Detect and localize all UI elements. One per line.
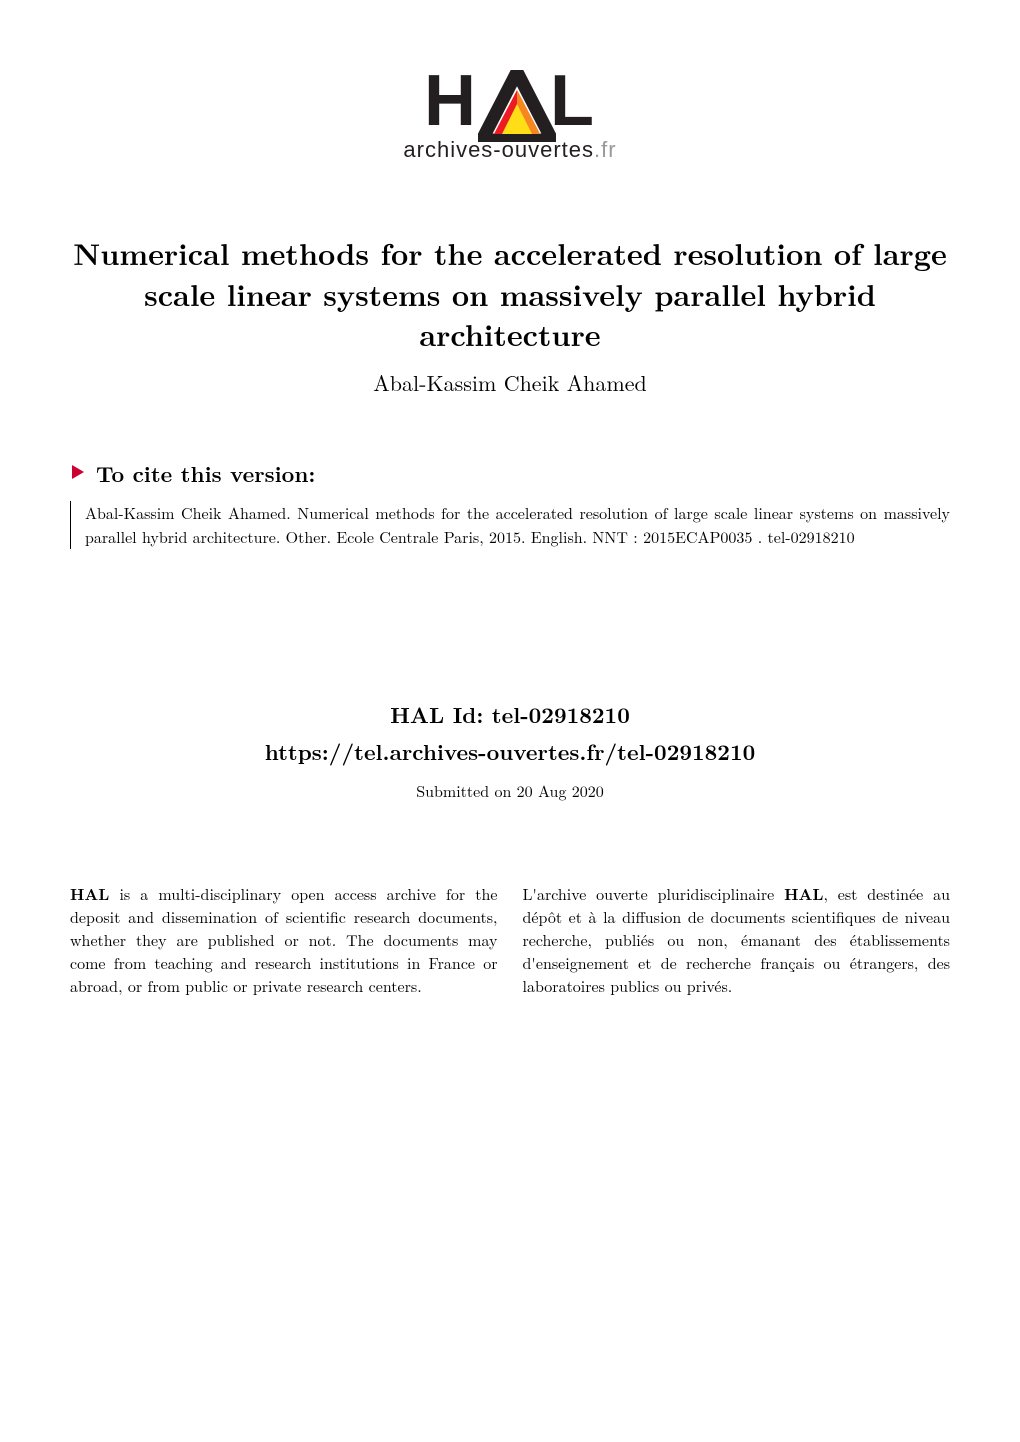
citation-label: To cite this version: — [96, 458, 315, 489]
desc-fr-prefix: L'archive ouverte pluridisciplinaire — [523, 882, 785, 905]
desc-en-text: is a multi-disciplinary open access arch… — [70, 882, 498, 998]
description-section: HAL is a multi-disciplinary open access … — [0, 822, 1020, 1038]
logo-triangle-a-icon — [478, 70, 550, 142]
description-english: HAL is a multi-disciplinary open access … — [70, 882, 498, 998]
logo-letter-l: L — [550, 61, 596, 141]
citation-body: Abal-Kassim Cheik Ahamed. Numerical meth… — [70, 501, 950, 549]
paper-title: Numerical methods for the accelerated re… — [70, 233, 950, 355]
hal-id: HAL Id: tel-02918210 — [70, 699, 950, 730]
desc-en-bold: HAL — [70, 882, 109, 905]
citation-header: To cite this version: — [70, 458, 950, 489]
hal-logo-section: H L archives-ouvertes.fr — [0, 0, 1020, 193]
logo-subtitle-suffix: .fr — [594, 137, 617, 162]
logo-letter-h: H — [424, 61, 478, 141]
paper-author: Abal-Kassim Cheik Ahamed — [70, 367, 950, 398]
title-section: Numerical methods for the accelerated re… — [0, 193, 1020, 418]
hal-url: https://tel.archives-ouvertes.fr/tel-029… — [70, 736, 950, 767]
description-french: L'archive ouverte pluridisciplinaire HAL… — [523, 882, 951, 998]
desc-fr-bold: HAL — [784, 882, 823, 905]
triangle-right-icon — [70, 462, 86, 485]
hal-brand-row: H L — [403, 60, 616, 142]
hal-logo: H L archives-ouvertes.fr — [403, 60, 616, 163]
submitted-date: Submitted on 20 Aug 2020 — [70, 779, 950, 802]
citation-section: To cite this version: Abal-Kassim Cheik … — [0, 418, 1020, 569]
hal-id-section: HAL Id: tel-02918210 https://tel.archive… — [0, 569, 1020, 822]
